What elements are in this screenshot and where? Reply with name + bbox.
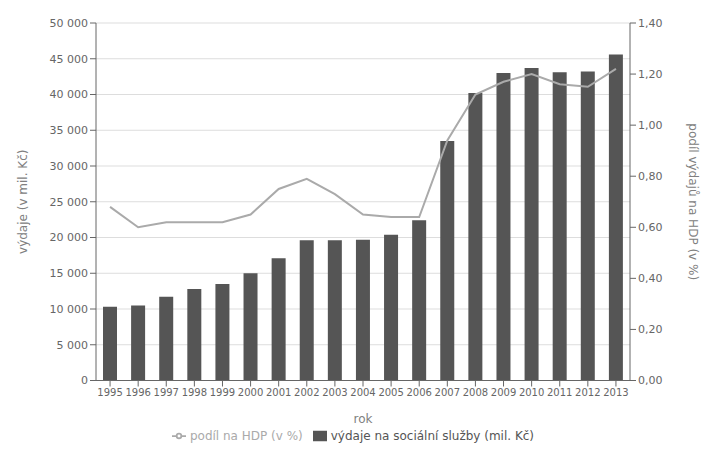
svg-text:2001: 2001 [266, 387, 291, 398]
svg-text:35 000: 35 000 [50, 124, 89, 137]
svg-text:5 000: 5 000 [57, 339, 89, 352]
svg-text:1997: 1997 [154, 387, 179, 398]
svg-text:0,40: 0,40 [638, 272, 663, 285]
svg-text:0,80: 0,80 [638, 170, 663, 183]
svg-text:1,20: 1,20 [638, 68, 663, 81]
svg-text:0,60: 0,60 [638, 221, 663, 234]
svg-text:0: 0 [81, 374, 88, 387]
svg-text:2008: 2008 [463, 387, 488, 398]
svg-text:2002: 2002 [294, 387, 319, 398]
svg-text:2005: 2005 [378, 387, 403, 398]
svg-text:1,40: 1,40 [638, 17, 663, 30]
svg-text:2012: 2012 [575, 387, 600, 398]
svg-text:2010: 2010 [519, 387, 544, 398]
svg-text:1998: 1998 [182, 387, 207, 398]
svg-text:výdaje (v mil. Kč): výdaje (v mil. Kč) [16, 150, 30, 254]
svg-text:1996: 1996 [125, 387, 150, 398]
svg-text:30 000: 30 000 [50, 160, 89, 173]
svg-text:podíl výdajů na HDP (v %): podíl výdajů na HDP (v %) [686, 123, 700, 280]
svg-text:2011: 2011 [547, 387, 572, 398]
svg-text:1,00: 1,00 [638, 119, 663, 132]
svg-text:2000: 2000 [238, 387, 263, 398]
svg-text:2013: 2013 [603, 387, 628, 398]
svg-text:1999: 1999 [210, 387, 235, 398]
svg-text:2003: 2003 [322, 387, 347, 398]
svg-text:2007: 2007 [435, 387, 460, 398]
svg-text:45 000: 45 000 [50, 53, 89, 66]
svg-text:2004: 2004 [350, 387, 375, 398]
svg-text:2009: 2009 [491, 387, 516, 398]
svg-text:50 000: 50 000 [50, 17, 89, 30]
svg-text:rok: rok [354, 412, 373, 426]
svg-text:15 000: 15 000 [50, 267, 89, 280]
svg-text:0,00: 0,00 [638, 374, 663, 387]
svg-text:10 000: 10 000 [50, 303, 89, 316]
svg-text:25 000: 25 000 [50, 196, 89, 209]
html-text:výdaje na sociální služby (mil: výdaje na sociální služby (mil. Kč) [330, 428, 535, 443]
svg-text:1995: 1995 [97, 387, 122, 398]
svg-text:40 000: 40 000 [50, 88, 89, 101]
svg-text:20 000: 20 000 [50, 231, 89, 244]
html-text:podíl na HDP (v %): podíl na HDP (v %) [189, 428, 303, 443]
svg-text:0,20: 0,20 [638, 323, 663, 336]
svg-text:2006: 2006 [406, 387, 431, 398]
